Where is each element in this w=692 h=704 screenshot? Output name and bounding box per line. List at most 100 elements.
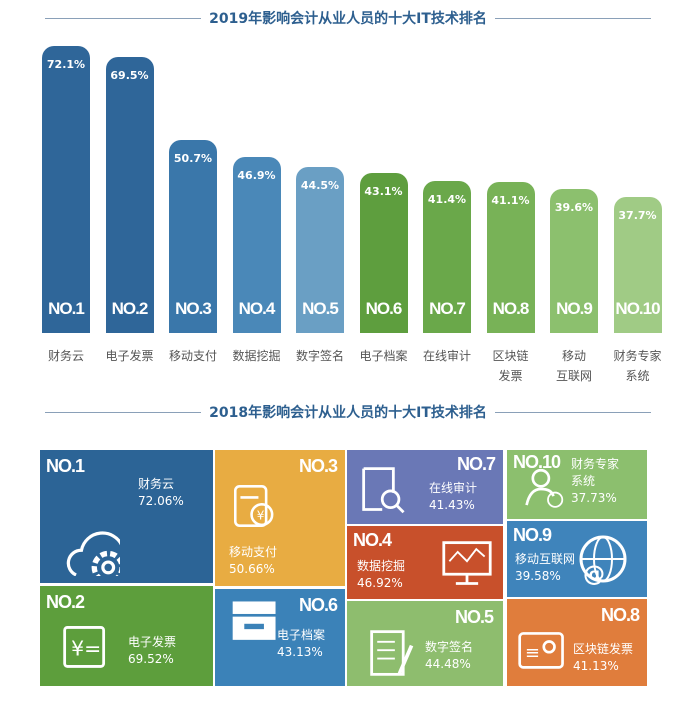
category-label-line: 移动 <box>561 349 586 363</box>
archive-box-icon <box>232 601 276 640</box>
bar-rank-label: NO.1 <box>48 298 85 318</box>
document-search-icon <box>362 467 405 514</box>
category-label-line: 财务专家 <box>613 349 662 363</box>
category-label: 移动 互联网 <box>542 346 606 386</box>
bar-value-label: 69.5% <box>110 69 149 83</box>
cloud-gear-icon <box>66 531 120 576</box>
bar-rank-label: NO.10 <box>615 298 660 318</box>
svg-text:¥: ¥ <box>257 509 265 523</box>
svg-text:@: @ <box>583 562 605 587</box>
bar-rank-label: NO.5 <box>302 298 339 318</box>
bar: 72.1% NO.1 <box>42 45 90 333</box>
tile-rank: NO.10 <box>513 452 561 472</box>
bar-rank-label: NO.2 <box>111 298 149 318</box>
id-card-icon: ≡ <box>518 632 564 669</box>
bar-rank-label: NO.8 <box>492 298 530 318</box>
tile-name: 财务专家 系统 37.73% <box>571 456 619 507</box>
treemap-tile: NO.10 财务专家 系统 37.73% <box>507 450 647 519</box>
tile-rank: NO.8 <box>600 605 640 625</box>
tile-name: 财务云 72.06% <box>138 476 184 510</box>
bar-value-label: 72.1% <box>46 57 86 71</box>
tile-name-text: 电子发票 <box>128 635 177 649</box>
bar-value-label: 43.1% <box>364 185 403 199</box>
globe-at-icon: @ <box>579 535 627 587</box>
tile-rank: NO.1 <box>46 456 85 476</box>
category-label: 区块链 发票 <box>479 346 543 386</box>
tile-rank: NO.4 <box>353 530 392 550</box>
svg-text:¥=: ¥= <box>71 636 101 660</box>
tile-value: 41.13% <box>573 659 619 673</box>
treemap-tile: NO.7 在线审计 41.43% <box>347 450 503 524</box>
bar-rank-label: NO.3 <box>175 298 212 318</box>
bar-value-label: 46.9% <box>237 168 276 182</box>
tile-name-text: 数字签名 <box>425 640 474 654</box>
tile-name-text: 财务云 <box>138 477 175 491</box>
tile-rank: NO.2 <box>46 592 85 612</box>
category-label-line: 在线审计 <box>422 349 471 363</box>
category-label: 电子档案 <box>352 346 416 366</box>
tile-value: 46.92% <box>357 576 403 590</box>
bar-rank-label: NO.4 <box>238 298 276 318</box>
bar: 37.7% NO.10 <box>613 197 662 333</box>
tile-name: 电子档案 43.13% <box>277 627 325 661</box>
tile-rank: NO.5 <box>454 607 494 627</box>
tile-name: 数字签名 44.48% <box>425 639 473 673</box>
tile-name-text: 在线审计 <box>429 481 478 495</box>
tile-name-text: 区块链发票 <box>573 642 634 656</box>
category-label-line: 移动支付 <box>168 349 217 363</box>
treemap-tile: NO.6 电子档案 43.13% <box>215 589 345 686</box>
bar-value-label: 37.7% <box>618 209 657 223</box>
chart-2019-title: 2019年影响会计从业人员的十大IT技术排名 <box>45 8 652 28</box>
tile-name-text: 电子档案 <box>277 628 326 642</box>
treemap-tile: NO.5 数字签名 44.48% <box>347 601 503 686</box>
yen-payment-icon: ¥ <box>234 485 274 527</box>
bar-value-label: 41.1% <box>491 194 530 208</box>
treemap-tile: NO.4 数据挖掘 46.92% <box>347 526 503 599</box>
category-label: 电子发票 <box>98 346 162 366</box>
category-label: 财务专家 系统 <box>606 346 670 386</box>
category-label: 移动支付 <box>161 346 225 366</box>
tile-name: 移动互联网 39.58% <box>515 551 575 585</box>
tile-value: 43.13% <box>277 645 323 659</box>
bar: 46.9% NO.4 <box>232 156 281 333</box>
bar: 41.1% NO.8 <box>486 182 535 333</box>
bar-rank-label: NO.6 <box>365 298 403 318</box>
category-label-line: 财务云 <box>47 349 84 363</box>
bar: 44.5% NO.5 <box>296 167 344 333</box>
user-check-icon <box>525 468 564 508</box>
bar: 69.5% NO.2 <box>105 57 154 333</box>
tile-name: 数据挖掘 46.92% <box>357 558 405 592</box>
category-label-line: 发票 <box>498 369 523 383</box>
category-label-line: 电子发票 <box>105 349 154 363</box>
treemap-tile: NO.3 移动支付 50.66% ¥ <box>215 450 345 586</box>
tile-name-text: 数据挖掘 <box>357 559 406 573</box>
bar: 50.7% NO.3 <box>169 139 217 333</box>
category-label: 数字签名 <box>288 346 352 366</box>
bar-rank-label: NO.7 <box>429 298 466 318</box>
category-label-line: 数字签名 <box>295 349 344 363</box>
bar-value-label: 41.4% <box>427 192 467 206</box>
bar-value-label: 50.7% <box>173 151 213 165</box>
document-pen-icon <box>370 630 414 676</box>
tile-value: 41.43% <box>429 498 475 512</box>
category-label-line: 数据挖掘 <box>232 349 281 363</box>
tile-name: 区块链发票 41.13% <box>573 641 633 675</box>
tile-name: 在线审计 41.43% <box>429 480 477 514</box>
treemap-tile: NO.9 移动互联网 39.58% @ <box>507 521 647 597</box>
bar: 41.4% NO.7 <box>423 180 471 333</box>
category-label-line: 区块链 <box>492 349 529 363</box>
tile-rank: NO.6 <box>298 595 338 615</box>
tile-name-line: 系统 <box>571 474 596 488</box>
tile-name-text: 移动支付 <box>229 545 278 559</box>
category-label-line: 系统 <box>625 369 650 383</box>
tile-value: 39.58% <box>515 569 561 583</box>
invoice-icon: ¥= <box>63 626 106 668</box>
tile-rank: NO.9 <box>513 525 552 545</box>
tile-name-text: 移动互联网 <box>515 552 576 566</box>
bar-value-label: 44.5% <box>300 179 340 193</box>
tile-rank: NO.7 <box>456 454 496 474</box>
tile-value: 50.66% <box>229 562 275 576</box>
tile-value: 69.52% <box>128 652 174 666</box>
bar: 39.6% NO.9 <box>550 188 598 333</box>
category-label: 财务云 <box>34 346 98 366</box>
